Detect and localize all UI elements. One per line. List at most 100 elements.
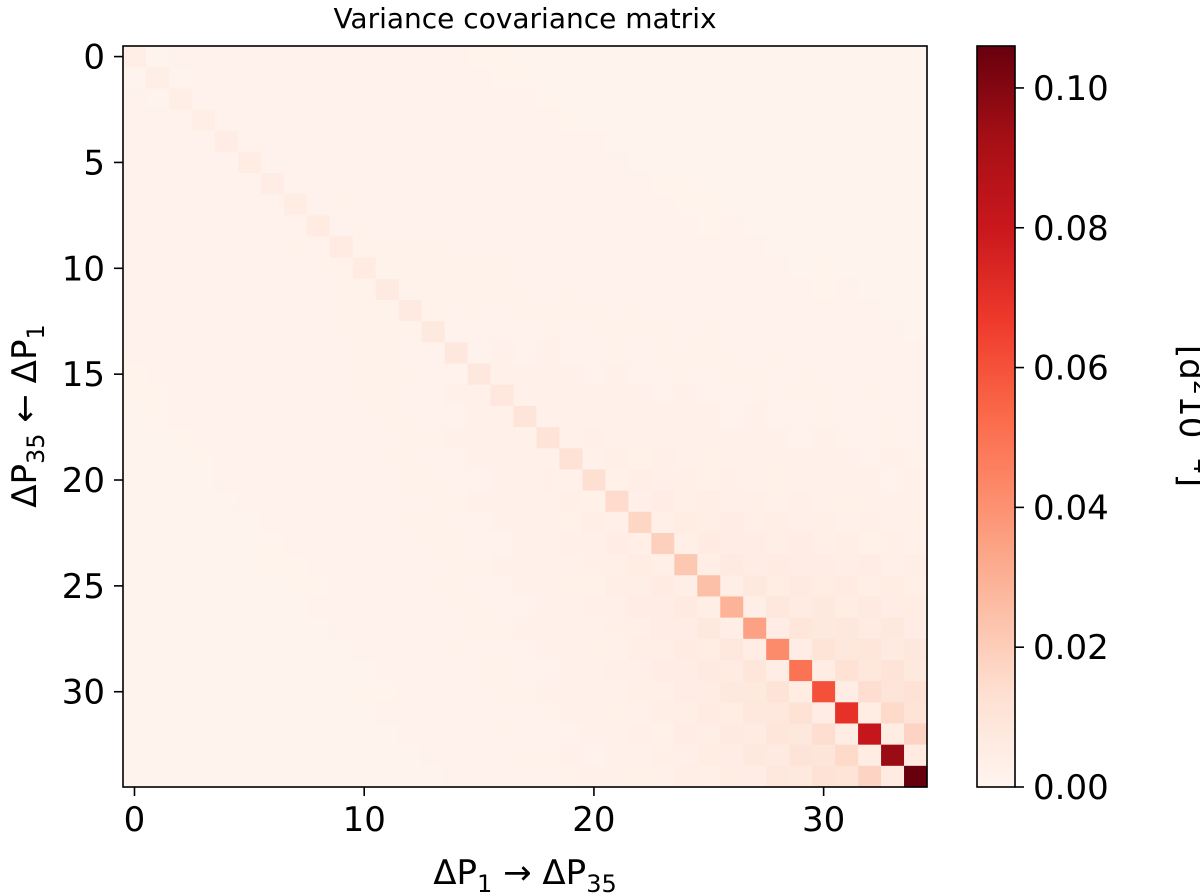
heatmap-cell bbox=[904, 194, 928, 216]
heatmap-cell bbox=[421, 173, 446, 195]
heatmap-cell bbox=[720, 511, 744, 534]
heatmap-cell bbox=[789, 490, 813, 513]
heatmap-cell bbox=[329, 723, 354, 746]
heatmap-cell bbox=[260, 469, 285, 492]
heatmap-cell bbox=[582, 744, 606, 767]
heatmap-cell bbox=[398, 130, 423, 153]
heatmap-cell bbox=[812, 554, 836, 576]
heatmap-cell bbox=[283, 490, 308, 513]
heatmap-cell bbox=[306, 173, 331, 195]
heatmap-cell bbox=[536, 88, 561, 111]
heatmap-cell bbox=[513, 278, 538, 301]
heatmap-cell bbox=[490, 257, 515, 280]
heatmap-cell bbox=[421, 702, 446, 725]
heatmap-cell bbox=[352, 384, 377, 407]
heatmap-cell bbox=[766, 659, 790, 682]
heatmap-cell bbox=[651, 194, 675, 216]
heatmap-cell bbox=[789, 765, 813, 788]
heatmap-cell bbox=[329, 765, 354, 788]
heatmap-cell bbox=[536, 532, 561, 555]
heatmap-cell bbox=[352, 151, 377, 174]
x-tick-label: 20 bbox=[572, 800, 615, 840]
heatmap-cell bbox=[881, 342, 905, 365]
heatmap-cell bbox=[628, 617, 652, 640]
heatmap-cell bbox=[651, 46, 675, 68]
heatmap-cell bbox=[674, 405, 698, 428]
heatmap-cell bbox=[651, 681, 675, 703]
heatmap-cell bbox=[168, 681, 193, 703]
heatmap-cell bbox=[467, 321, 492, 343]
heatmap-cell bbox=[835, 702, 859, 725]
heatmap-cell bbox=[168, 151, 193, 174]
heatmap-cell bbox=[191, 744, 216, 767]
heatmap-cell bbox=[835, 681, 859, 703]
heatmap-cell bbox=[237, 617, 262, 640]
heatmap-cell bbox=[123, 215, 147, 238]
heatmap-cell bbox=[582, 46, 606, 68]
heatmap-cell bbox=[214, 300, 239, 322]
heatmap-cell bbox=[421, 405, 446, 428]
heatmap-cell bbox=[260, 257, 285, 280]
heatmap-cell bbox=[835, 511, 859, 534]
heatmap-cell bbox=[191, 702, 216, 725]
heatmap-cell bbox=[513, 427, 538, 449]
heatmap-cell bbox=[605, 744, 629, 767]
heatmap-cell bbox=[260, 321, 285, 343]
heatmap-cell bbox=[720, 194, 744, 216]
heatmap-cell bbox=[123, 342, 147, 365]
heatmap-cell bbox=[214, 681, 239, 703]
heatmap-cell bbox=[743, 596, 767, 619]
heatmap-cell bbox=[444, 427, 469, 449]
heatmap-cell bbox=[375, 596, 400, 619]
heatmap-cell bbox=[559, 300, 584, 322]
heatmap-cell bbox=[513, 67, 538, 89]
heatmap-cell bbox=[329, 257, 354, 280]
heatmap-cell bbox=[651, 363, 675, 386]
heatmap-cell bbox=[444, 130, 469, 153]
heatmap-cell bbox=[444, 511, 469, 534]
heatmap-cell bbox=[812, 723, 836, 746]
heatmap-cell bbox=[283, 617, 308, 640]
heatmap-cell bbox=[743, 532, 767, 555]
heatmap-cell bbox=[398, 681, 423, 703]
heatmap-cell bbox=[697, 363, 721, 386]
heatmap-cell bbox=[123, 88, 147, 111]
heatmap-cell bbox=[306, 321, 331, 343]
heatmap-cell bbox=[881, 765, 905, 788]
heatmap-cell bbox=[651, 638, 675, 661]
heatmap-cell bbox=[766, 278, 790, 301]
y-axis-label: ΔP35 ← ΔP1 bbox=[5, 324, 50, 507]
heatmap-cell bbox=[398, 427, 423, 449]
heatmap-cell bbox=[789, 88, 813, 111]
heatmap-cell bbox=[835, 448, 859, 471]
heatmap-cell bbox=[490, 554, 515, 576]
heatmap-cell bbox=[835, 46, 859, 68]
heatmap-cell bbox=[743, 681, 767, 703]
heatmap-cell bbox=[145, 173, 170, 195]
heatmap-cell bbox=[145, 194, 170, 216]
heatmap-cell bbox=[766, 469, 790, 492]
heatmap-cell bbox=[651, 215, 675, 238]
heatmap-cell bbox=[375, 681, 400, 703]
heatmap-cell bbox=[329, 46, 354, 68]
heatmap-cell bbox=[858, 405, 882, 428]
heatmap-cell bbox=[720, 744, 744, 767]
heatmap-cell bbox=[306, 702, 331, 725]
heatmap-cell bbox=[398, 300, 423, 322]
heatmap-cell bbox=[421, 765, 446, 788]
heatmap-cell bbox=[651, 405, 675, 428]
heatmap-cell bbox=[697, 575, 721, 598]
heatmap-cell bbox=[237, 469, 262, 492]
heatmap-cell bbox=[904, 427, 928, 449]
heatmap-cell bbox=[260, 67, 285, 89]
heatmap-cell bbox=[306, 511, 331, 534]
heatmap-cell bbox=[881, 130, 905, 153]
heatmap-cell bbox=[490, 405, 515, 428]
heatmap-cell bbox=[352, 596, 377, 619]
heatmap-cell bbox=[628, 554, 652, 576]
heatmap-cell bbox=[605, 469, 629, 492]
heatmap-cell bbox=[789, 532, 813, 555]
heatmap-cell bbox=[306, 46, 331, 68]
heatmap-cell bbox=[697, 173, 721, 195]
heatmap-cell bbox=[145, 744, 170, 767]
